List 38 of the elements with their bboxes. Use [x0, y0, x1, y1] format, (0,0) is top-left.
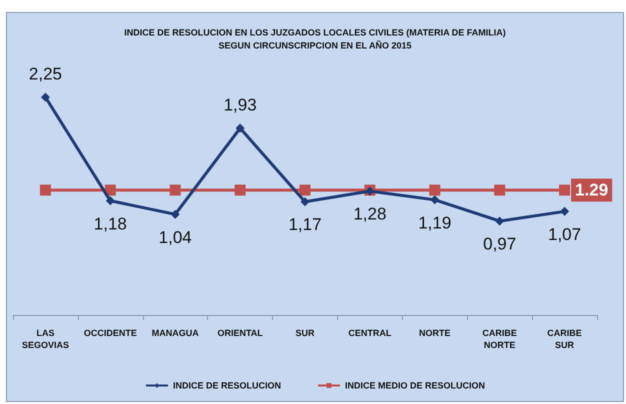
data-label: 1,17	[288, 215, 322, 234]
data-label: 1,28	[353, 204, 386, 224]
x-tick-label: LAS SEGOVIAS	[22, 328, 69, 350]
x-tick-label: ORIENTAL	[217, 328, 264, 338]
point	[430, 195, 440, 204]
legend-label: INDICE DE RESOLUCION	[172, 380, 282, 390]
legend-label: INDICE MEDIO DE RESOLUCION	[345, 380, 486, 390]
point	[236, 124, 245, 133]
data-label: 1,07	[548, 224, 582, 244]
data-label: 1,19	[418, 213, 452, 232]
x-tick-label: NORTE	[419, 328, 451, 338]
x-tick-label: CARIBE SUR	[547, 328, 582, 350]
chart-title: INDICE DE RESOLUCION EN LOS JUZGADOS LOCALES CIVILES (MATERIA DE FAMILIA) SEGUN CIRCUNSCRIPCION EN EL AÑO 2015	[124, 28, 506, 50]
point	[170, 184, 181, 196]
data-label: 1,18	[94, 214, 127, 234]
data-label: 0,97	[483, 234, 516, 254]
point	[559, 184, 570, 196]
point	[300, 184, 310, 196]
x-tick-label: CARIBE NORTE	[482, 328, 517, 350]
point	[429, 184, 440, 196]
data-label: 1,04	[158, 228, 192, 247]
x-tick-label: SUR	[295, 328, 315, 338]
point	[40, 92, 50, 102]
point	[234, 184, 246, 196]
x-tick-label: OCCIDENTE	[84, 328, 137, 338]
point	[494, 184, 506, 196]
point	[560, 206, 570, 216]
point	[40, 184, 51, 196]
data-label: 2,25	[28, 64, 62, 84]
x-tick-label: CENTRAL	[348, 328, 392, 338]
point	[170, 210, 180, 219]
point	[104, 184, 116, 196]
data-label: 1.29	[575, 180, 608, 200]
point	[300, 197, 310, 206]
x-tick-label: MANAGUA	[152, 328, 200, 338]
point	[106, 196, 115, 206]
point	[495, 216, 504, 226]
data-label: 1,93	[224, 96, 257, 115]
